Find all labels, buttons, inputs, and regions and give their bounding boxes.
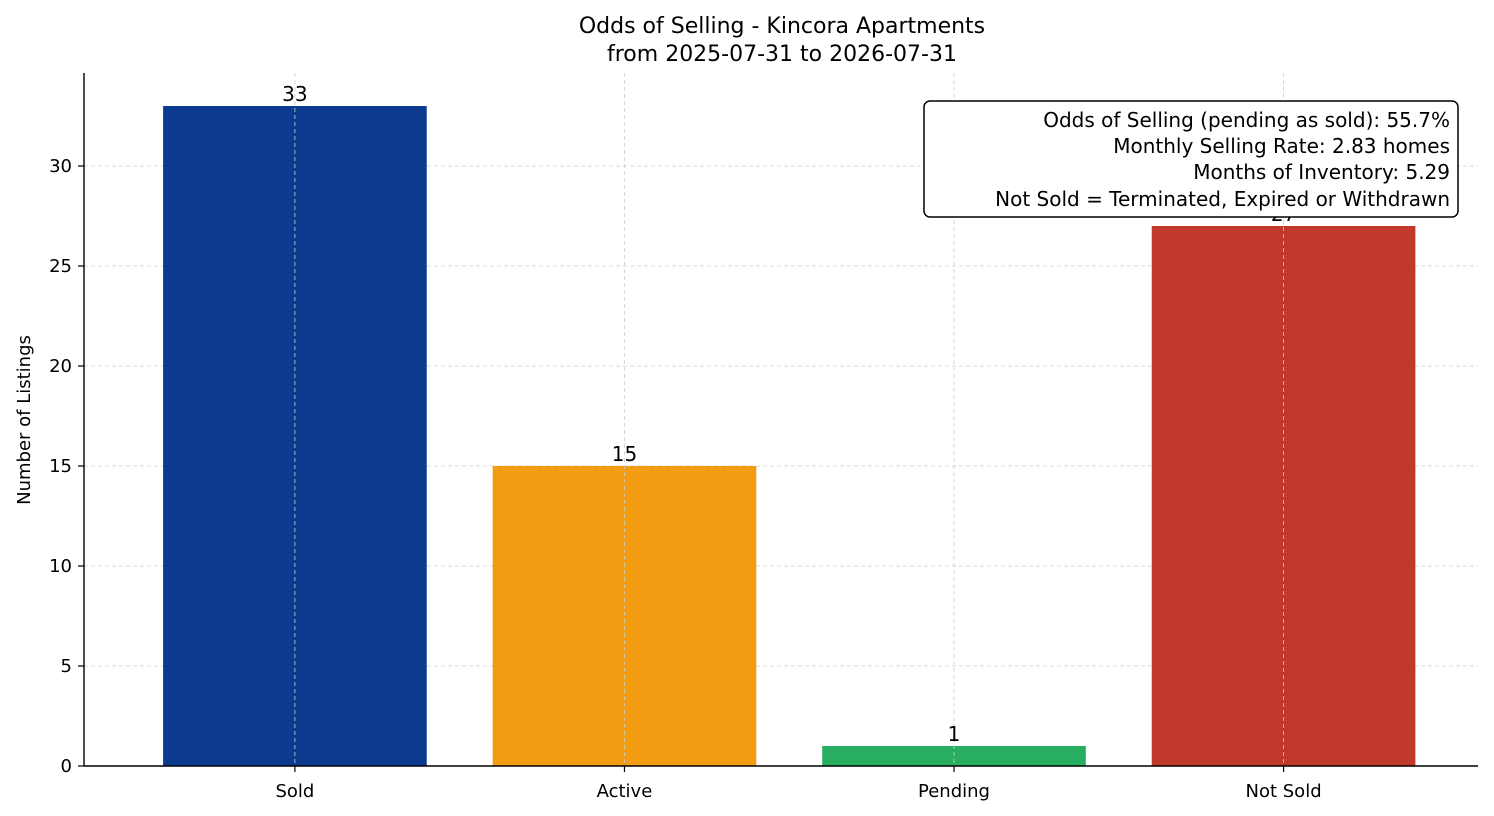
data-label-pending: 1 (948, 722, 961, 746)
chart-subtitle: from 2025-07-31 to 2026-07-31 (607, 42, 957, 67)
chart-title: Odds of Selling - Kincora Apartments (579, 14, 985, 39)
y-tick-label-15: 15 (49, 456, 72, 477)
data-label-active: 15 (612, 442, 637, 466)
axes: 0 5 10 15 20 25 30 Sold Active Pending Not Sold (49, 73, 1478, 802)
y-tick-label-20: 20 (49, 356, 72, 377)
bars (163, 73, 1416, 766)
x-tick-label-pending: Pending (918, 781, 990, 802)
y-tick-label-5: 5 (61, 656, 72, 677)
stats-annotation: Odds of Selling (pending as sold): 55.7%… (923, 100, 1459, 218)
annotation-line-rate: Monthly Selling Rate: 2.83 homes (1113, 134, 1450, 158)
data-label-sold: 33 (282, 82, 307, 106)
x-tick-label-sold: Sold (275, 781, 314, 802)
y-tick-label-10: 10 (49, 556, 72, 577)
x-tick-label-not-sold: Not Sold (1246, 781, 1322, 802)
y-axis-label: Number of Listings (14, 335, 35, 505)
bar-sold (163, 106, 427, 766)
y-tick-label-30: 30 (49, 156, 72, 177)
y-tick-label-0: 0 (61, 756, 72, 777)
annotation-box-frame (923, 100, 1459, 218)
annotation-line-not-sold-definition: Not Sold = Terminated, Expired or Withdr… (995, 187, 1450, 211)
y-tick-label-25: 25 (49, 256, 72, 277)
annotation-line-inventory: Months of Inventory: 5.29 (1193, 160, 1450, 184)
x-tick-label-active: Active (597, 781, 653, 802)
annotation-line-odds: Odds of Selling (pending as sold): 55.7% (1043, 108, 1450, 132)
